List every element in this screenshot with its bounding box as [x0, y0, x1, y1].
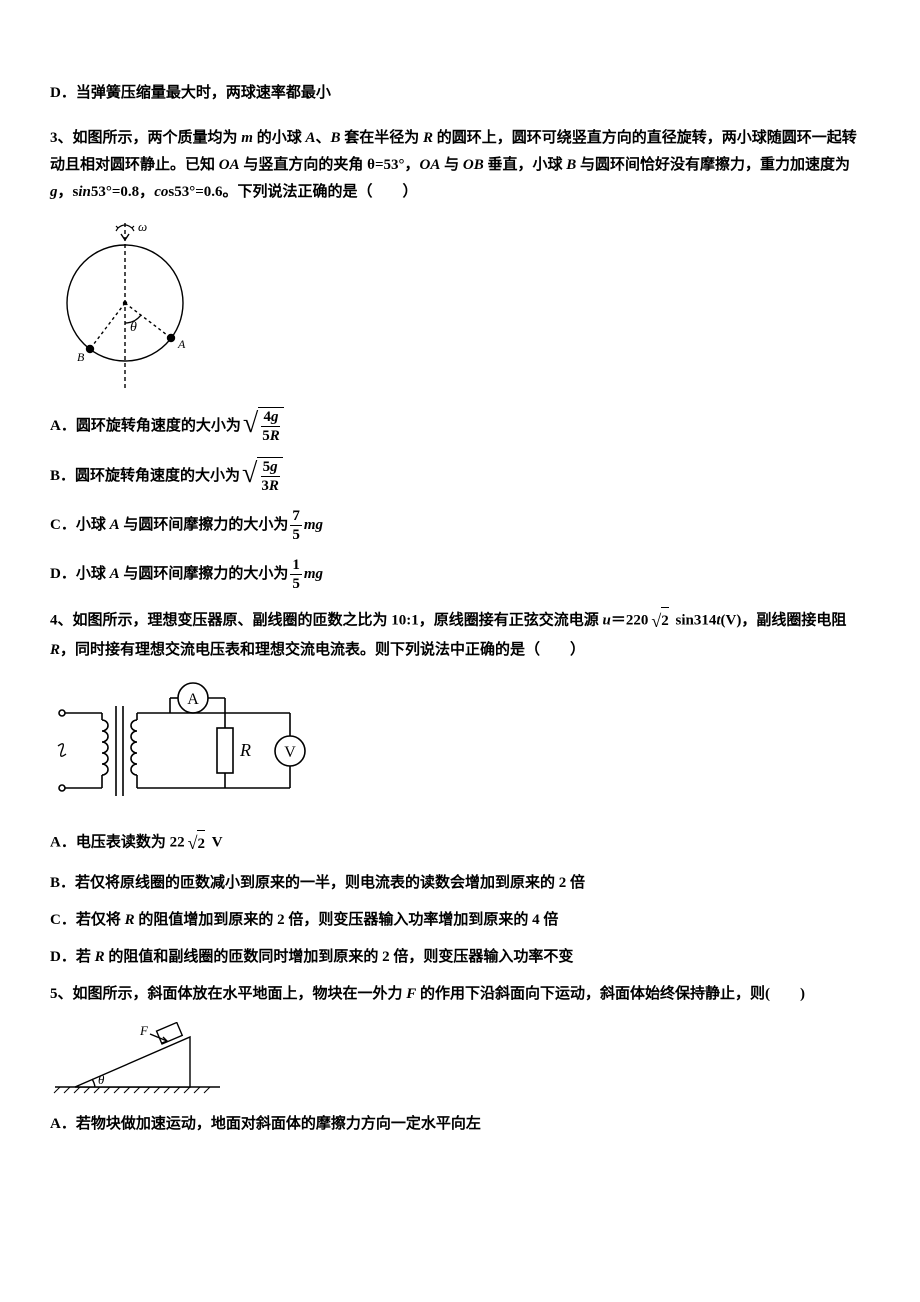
- sqrt-formula: √5g3R: [242, 457, 283, 495]
- mg: mg: [304, 561, 323, 588]
- q5-option-a: A．若物块做加速运动，地面对斜面体的摩擦力方向一定水平向左: [50, 1111, 870, 1138]
- q4-u: u: [603, 613, 611, 629]
- q5-F: F: [406, 986, 416, 1002]
- R: R: [95, 949, 105, 965]
- q4-text: ＝220: [611, 613, 649, 629]
- resistor-label: R: [239, 740, 251, 760]
- q3-g: g: [50, 184, 58, 200]
- fraction: 15: [290, 556, 302, 593]
- option-text: 的阻值增加到原来的 2 倍，则变压器输入功率增加到原来的 4 倍: [135, 912, 559, 928]
- q3-option-a: A．圆环旋转角速度的大小为 √4g5R: [50, 407, 870, 445]
- q4-text: (V)，副线圈接电阻: [721, 613, 847, 629]
- theta-label: θ: [98, 1072, 105, 1087]
- q3-m: m: [241, 130, 253, 146]
- voltmeter-label: V: [284, 744, 296, 761]
- q3-text: 。下列说法正确的是（ ）: [223, 184, 418, 200]
- force-label: F: [139, 1023, 149, 1038]
- sqrt2: √2: [188, 827, 205, 859]
- q4-text: sin314: [672, 613, 717, 629]
- sqrt-formula: √4g5R: [243, 407, 284, 445]
- prev-option-d: D．当弹簧压缩量最大时，两球速率都最小: [50, 80, 870, 107]
- q3-text: ，: [58, 184, 73, 200]
- omega-label: ω: [138, 219, 147, 234]
- q5-text: 5、如图所示，斜面体放在水平地面上，物块在一外力: [50, 986, 406, 1002]
- q3-option-c: C．小球 A 与圆环间摩擦力的大小为 75 mg: [50, 507, 870, 544]
- q4-option-a: A．电压表读数为 22√2 V: [50, 827, 870, 859]
- option-label: D．小球 A 与圆环间摩擦力的大小为: [50, 561, 288, 588]
- q3-text: 垂直，小球: [484, 157, 567, 173]
- q3-text: 套在半径为: [341, 130, 424, 146]
- point-b-label: B: [77, 350, 85, 364]
- q4-text: ，同时接有理想交流电压表和理想交流电流表。则下列说法中正确的是（ ）: [60, 642, 585, 658]
- q4-option-d: D．若 R 的阻值和副线圈的匝数同时增加到原来的 2 倍，则变压器输入功率不变: [50, 944, 870, 971]
- q5-figure: θ F: [50, 1022, 870, 1097]
- q3-A: A: [305, 130, 315, 146]
- q3-sin: ssin53°=0.8in53°=0.8: [73, 184, 140, 200]
- q3-text: 与圆环间恰好没有摩擦力，重力加速度为: [576, 157, 850, 173]
- ammeter-label: A: [187, 691, 199, 708]
- option-label: C．若仅将: [50, 912, 125, 928]
- unit: V: [208, 835, 223, 851]
- q4-text: 4、如图所示，理想变压器原、副线圈的匝数之比为 10:1，原线圈接有正弦交流电源: [50, 613, 603, 629]
- sqrt2: √2: [651, 605, 668, 637]
- option-label: A．圆环旋转角速度的大小为: [50, 413, 241, 440]
- option-label: B．圆环旋转角速度的大小为: [50, 463, 240, 490]
- option-label: A．电压表读数为 22: [50, 835, 185, 851]
- option-label: C．小球 A 与圆环间摩擦力的大小为: [50, 512, 288, 539]
- option-label: D．若: [50, 949, 95, 965]
- q3-text: 与: [440, 157, 463, 173]
- q4-R: R: [50, 642, 60, 658]
- mg: mg: [304, 512, 323, 539]
- q3-text: 的小球: [253, 130, 306, 146]
- q3-option-d: D．小球 A 与圆环间摩擦力的大小为 15 mg: [50, 556, 870, 593]
- point-a-label: A: [177, 337, 186, 351]
- q3-stem: 3、如图所示，两个质量均为 m 的小球 A、B 套在半径为 R 的圆环上，圆环可…: [50, 125, 870, 206]
- q4-figure: A V R: [50, 678, 870, 813]
- q3-text: ，: [139, 184, 154, 200]
- option-text: 的阻值和副线圈的匝数同时增加到原来的 2 倍，则变压器输入功率不变: [105, 949, 574, 965]
- q5-text: 的作用下沿斜面向下运动，斜面体始终保持静止，则( ): [416, 986, 805, 1002]
- q3-text: 3、如图所示，两个质量均为: [50, 130, 241, 146]
- q3-R: R: [423, 130, 433, 146]
- q3-text: 、: [315, 130, 330, 146]
- q3-B: B: [330, 130, 340, 146]
- q3-option-b: B．圆环旋转角速度的大小为 √5g3R: [50, 457, 870, 495]
- q3-text: 与竖直方向的夹角 θ=53°，: [240, 157, 420, 173]
- q5-stem: 5、如图所示，斜面体放在水平地面上，物块在一外力 F 的作用下沿斜面向下运动，斜…: [50, 981, 870, 1008]
- q3-B2: B: [566, 157, 576, 173]
- R: R: [125, 912, 135, 928]
- fraction: 75: [290, 507, 302, 544]
- q3-OA: OA: [219, 157, 240, 173]
- q3-OA2: OA: [420, 157, 441, 173]
- q4-option-c: C．若仅将 R 的阻值增加到原来的 2 倍，则变压器输入功率增加到原来的 4 倍: [50, 907, 870, 934]
- q4-option-b: B．若仅将原线圈的匝数减小到原来的一半，则电流表的读数会增加到原来的 2 倍: [50, 870, 870, 897]
- q3-figure: ω θ A B: [50, 218, 870, 393]
- q4-stem: 4、如图所示，理想变压器原、副线圈的匝数之比为 10:1，原线圈接有正弦交流电源…: [50, 605, 870, 664]
- q3-OB: OB: [463, 157, 484, 173]
- theta-label: θ: [130, 320, 137, 335]
- q3-cos: cos53°=0.6: [154, 184, 222, 200]
